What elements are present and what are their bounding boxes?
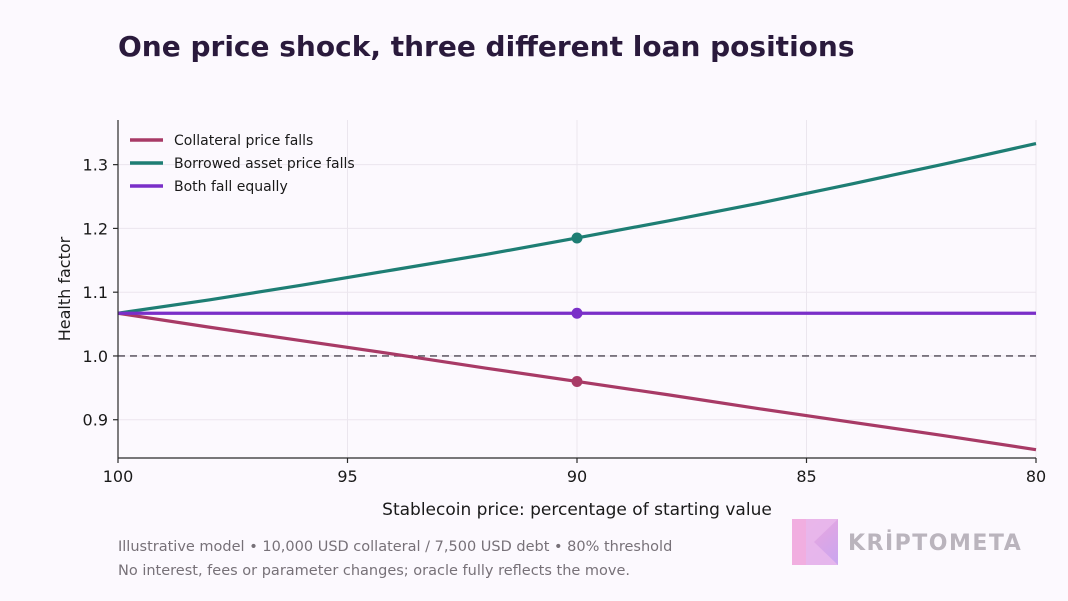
series-marker-1 — [571, 232, 583, 244]
brand-name: KRİPTOMETA — [848, 531, 1023, 556]
legend-label-1: Borrowed asset price falls — [174, 156, 355, 172]
x-tick-label-0: 100 — [103, 467, 134, 486]
y-axis-label: Health factor — [55, 236, 74, 341]
x-tick-label-3: 85 — [796, 467, 816, 486]
legend-label-0: Collateral price falls — [174, 133, 313, 149]
y-axis-ticks: 0.9 1.0 1.1 1.2 1.3 — [83, 156, 118, 430]
x-axis-label: Stablecoin price: percentage of starting… — [382, 500, 772, 520]
y-tick-label-2: 1.1 — [83, 283, 108, 302]
footnote-model: Illustrative model • 10,000 USD collater… — [118, 539, 673, 555]
y-tick-label-1: 1.0 — [83, 347, 108, 366]
x-tick-label-1: 95 — [337, 467, 357, 486]
y-tick-label-0: 0.9 — [83, 411, 108, 430]
legend-label-2: Both fall equally — [174, 179, 288, 195]
y-tick-label-4: 1.3 — [83, 156, 108, 175]
x-tick-label-2: 90 — [567, 467, 587, 486]
brand-logo: KRİPTOMETA — [792, 519, 1022, 567]
legend: Collateral price falls Borrowed asset pri… — [130, 133, 355, 195]
x-axis-ticks: 100 95 90 85 80 — [103, 458, 1046, 486]
y-tick-label-3: 1.2 — [83, 219, 108, 238]
footnote-assumptions: No interest, fees or parameter changes; … — [118, 563, 631, 579]
x-tick-label-4: 80 — [1026, 467, 1046, 486]
series-lines — [117, 142, 1037, 452]
grid — [117, 120, 1037, 458]
kriptometa-logo-icon — [792, 519, 838, 565]
series-marker-0 — [571, 375, 583, 387]
series-marker-2 — [571, 307, 583, 319]
chart-title: One price shock, three different loan po… — [118, 30, 855, 63]
